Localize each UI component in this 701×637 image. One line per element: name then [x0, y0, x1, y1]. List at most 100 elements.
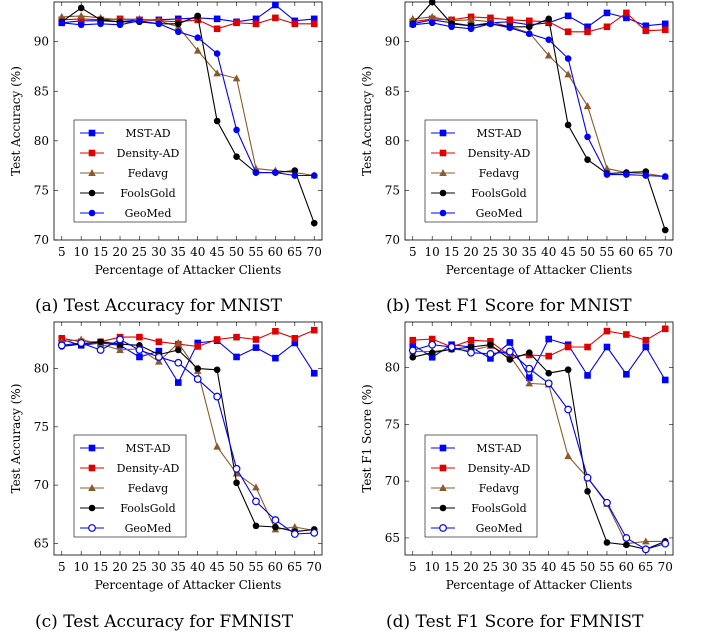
data-point [409, 21, 417, 29]
data-point [661, 226, 669, 234]
data-point [213, 50, 221, 57]
data-point [174, 346, 182, 354]
y-tick-label: 85 [34, 84, 49, 98]
data-point [155, 20, 163, 28]
data-point [408, 346, 417, 355]
data-point [584, 343, 591, 351]
x-tick-label: 65 [287, 245, 302, 259]
data-point [252, 522, 260, 530]
x-tick-label: 15 [444, 560, 459, 574]
x-tick-label: 5 [58, 245, 66, 259]
data-point [233, 126, 240, 134]
x-tick-label: 10 [425, 245, 440, 259]
plot-frame [404, 1, 674, 241]
x-tick-label: 70 [307, 560, 322, 574]
y-tick-label: 85 [385, 84, 400, 98]
x-tick-label: 30 [502, 560, 517, 574]
data-point [252, 20, 260, 28]
legend: MST-AD Density-AD Fedavg FoolsGold GeoMed [73, 119, 187, 223]
data-point [194, 343, 202, 350]
x-tick-label: 55 [599, 245, 614, 259]
legend-marker [88, 149, 96, 157]
legend-label: Fedavg [479, 482, 519, 495]
data-point [174, 338, 183, 346]
data-point [194, 12, 202, 20]
x-tick-label: 50 [229, 245, 244, 259]
data-point [116, 345, 124, 353]
data-point [252, 497, 260, 506]
caption-c: (c) Test Accuracy for FMNIST [35, 612, 294, 632]
data-point [252, 336, 260, 343]
data-point [584, 372, 591, 379]
legend-label: GeoMed [125, 522, 172, 535]
y-tick-label: 65 [34, 536, 49, 550]
x-axis-label: Percentage of Attacker Clients [95, 578, 282, 592]
data-point [409, 336, 417, 344]
data-point [487, 355, 494, 362]
x-tick-label: 60 [268, 560, 283, 574]
legend-label: MST-AD [476, 127, 521, 140]
series-line [61, 15, 315, 177]
legend-marker [88, 209, 96, 217]
x-tick-label: 70 [658, 560, 673, 574]
data-point [310, 219, 318, 227]
x-tick-label: 50 [580, 560, 595, 574]
data-point [77, 21, 85, 29]
data-point [623, 171, 630, 178]
y-tick-label: 65 [385, 531, 400, 545]
data-point [174, 28, 182, 36]
x-axis-label: Percentage of Attacker Clients [95, 263, 282, 277]
legend-marker [88, 504, 96, 512]
data-point [603, 498, 611, 507]
data-point [213, 15, 221, 23]
y-tick-label: 75 [385, 183, 400, 197]
data-point [213, 336, 221, 343]
data-point [448, 23, 455, 31]
data-point [213, 392, 222, 401]
legend-label: MST-AD [125, 442, 170, 455]
data-point [290, 530, 299, 538]
legend-label: FoolsGold [120, 502, 175, 515]
x-tick-label: 25 [483, 560, 498, 574]
data-point [97, 338, 104, 346]
x-tick-label: 30 [502, 245, 517, 259]
x-tick-label: 65 [287, 560, 302, 574]
data-point [428, 340, 437, 349]
x-tick-label: 70 [307, 245, 322, 259]
data-point [564, 452, 572, 460]
data-point [545, 352, 553, 360]
data-point [232, 74, 241, 82]
data-point [623, 541, 630, 549]
y-axis-label: Test Accuracy (%) [9, 384, 23, 494]
data-point [487, 338, 494, 345]
data-point [467, 343, 475, 351]
data-point [525, 364, 534, 373]
legend-marker [439, 444, 447, 452]
data-point [428, 349, 436, 356]
data-point [564, 121, 572, 129]
data-point [272, 169, 279, 176]
x-tick-label: 40 [190, 245, 205, 259]
data-point [545, 369, 553, 377]
legend-marker [88, 189, 96, 197]
data-point [272, 14, 279, 22]
data-point [525, 17, 533, 25]
data-point [155, 357, 163, 365]
data-point [233, 353, 240, 361]
legend-label: Density-AD [117, 462, 180, 475]
legend-marker [439, 464, 447, 472]
data-point [57, 341, 66, 350]
legend-marker [88, 169, 96, 176]
data-point [564, 405, 573, 414]
data-point [272, 1, 279, 9]
data-point [193, 46, 202, 54]
y-tick-label: 75 [34, 420, 49, 434]
data-point [136, 353, 143, 361]
plot-frame [53, 1, 323, 241]
legend-label: Fedavg [128, 167, 168, 180]
data-point [58, 19, 66, 27]
data-point [545, 335, 553, 343]
data-point [447, 343, 456, 351]
x-tick-label: 35 [171, 560, 186, 574]
